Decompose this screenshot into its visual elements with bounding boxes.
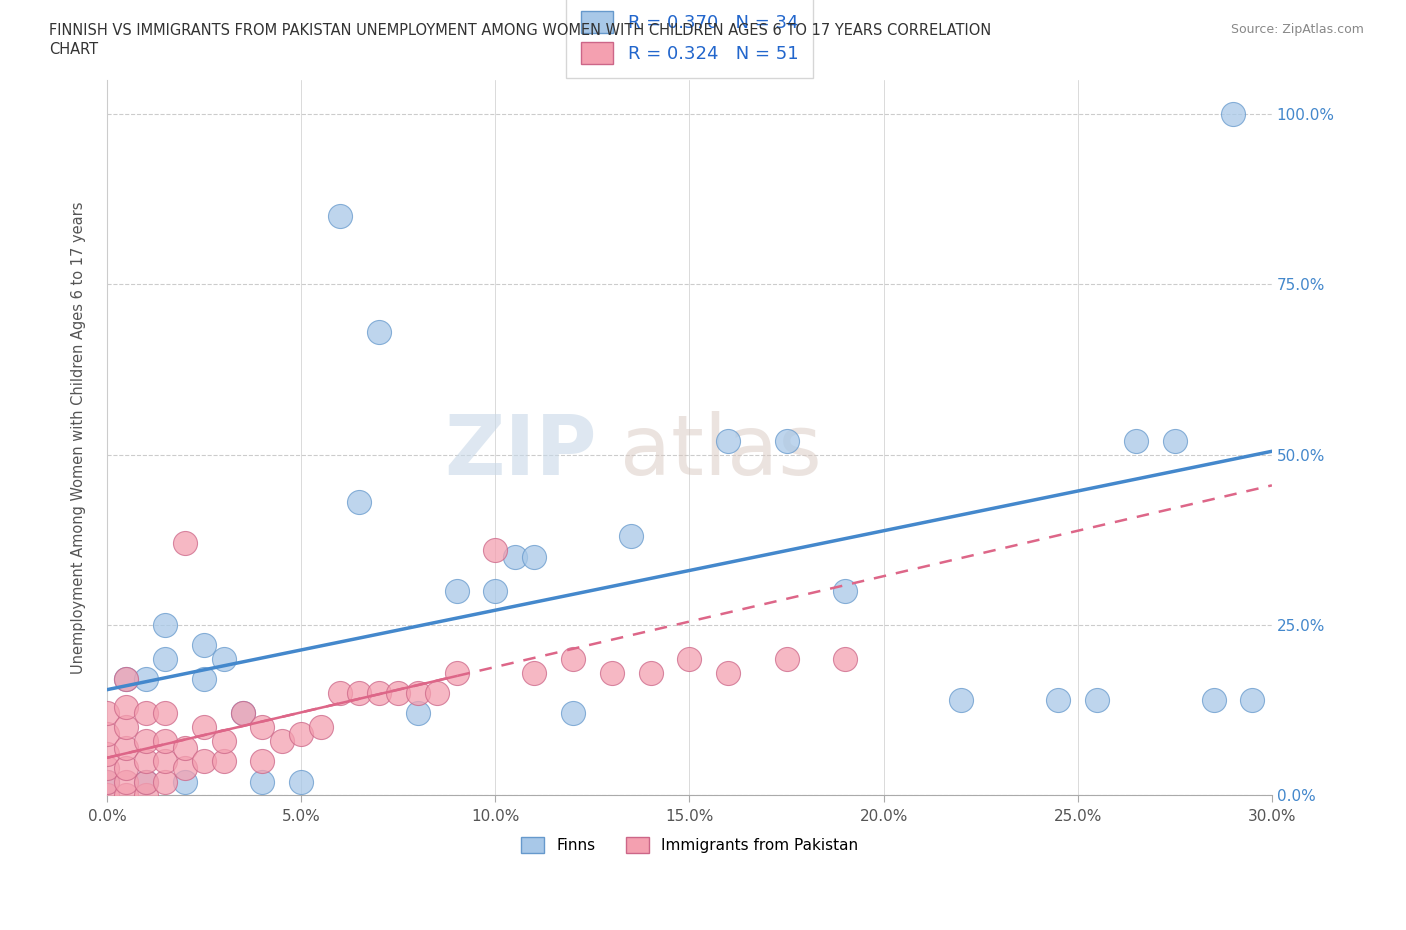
Point [115, 774, 138, 789]
Point [135, 774, 157, 789]
Point [155, 774, 177, 789]
Point [562, 652, 585, 667]
Point [173, 536, 195, 551]
Point [232, 706, 254, 721]
Point [96, 747, 118, 762]
Point [1164, 433, 1187, 448]
Point [406, 685, 429, 700]
Point [173, 761, 195, 776]
Point [252, 753, 274, 768]
Point [775, 652, 797, 667]
Point [155, 618, 177, 632]
Point [1125, 433, 1147, 448]
Point [290, 726, 312, 741]
Point [115, 720, 138, 735]
Text: FINNISH VS IMMIGRANTS FROM PAKISTAN UNEMPLOYMENT AMONG WOMEN WITH CHILDREN AGES : FINNISH VS IMMIGRANTS FROM PAKISTAN UNEM… [49, 23, 991, 38]
Point [309, 720, 332, 735]
Point [349, 495, 371, 510]
Point [135, 753, 157, 768]
Point [115, 699, 138, 714]
Point [135, 788, 157, 803]
Y-axis label: Unemployment Among Women with Children Ages 6 to 17 years: Unemployment Among Women with Children A… [72, 202, 86, 674]
Point [270, 733, 292, 748]
Point [135, 733, 157, 748]
Point [96, 774, 118, 789]
Point [446, 665, 468, 680]
Text: ZIP: ZIP [444, 411, 596, 493]
Point [193, 638, 215, 653]
Point [717, 433, 740, 448]
Point [1047, 693, 1070, 708]
Point [349, 685, 371, 700]
Point [834, 583, 856, 598]
Point [620, 529, 643, 544]
Point [115, 761, 138, 776]
Point [193, 753, 215, 768]
Point [193, 672, 215, 687]
Point [155, 706, 177, 721]
Point [1241, 693, 1264, 708]
Point [155, 733, 177, 748]
Point [387, 685, 409, 700]
Point [562, 706, 585, 721]
Point [115, 788, 138, 803]
Point [775, 433, 797, 448]
Point [115, 740, 138, 755]
Point [600, 665, 623, 680]
Point [252, 774, 274, 789]
Point [135, 706, 157, 721]
Point [329, 209, 352, 224]
Point [212, 733, 235, 748]
Point [367, 685, 389, 700]
Point [950, 693, 973, 708]
Point [1202, 693, 1225, 708]
Point [290, 774, 312, 789]
Point [173, 774, 195, 789]
Text: atlas: atlas [620, 411, 821, 493]
Point [96, 726, 118, 741]
Point [212, 652, 235, 667]
Point [155, 652, 177, 667]
Point [426, 685, 449, 700]
Point [717, 665, 740, 680]
Point [523, 550, 546, 565]
Point [446, 583, 468, 598]
Text: CHART: CHART [49, 42, 98, 57]
Point [834, 652, 856, 667]
Point [173, 740, 195, 755]
Point [155, 753, 177, 768]
Point [252, 720, 274, 735]
Point [135, 672, 157, 687]
Point [96, 706, 118, 721]
Point [135, 774, 157, 789]
Point [1222, 107, 1244, 122]
Point [523, 665, 546, 680]
Point [640, 665, 662, 680]
Point [232, 706, 254, 721]
Text: Source: ZipAtlas.com: Source: ZipAtlas.com [1230, 23, 1364, 36]
Point [212, 753, 235, 768]
Point [115, 672, 138, 687]
Point [329, 685, 352, 700]
Point [96, 761, 118, 776]
Point [503, 550, 526, 565]
Point [367, 325, 389, 339]
Point [484, 583, 506, 598]
Point [1085, 693, 1108, 708]
Point [678, 652, 700, 667]
Point [193, 720, 215, 735]
Point [96, 774, 118, 789]
Point [115, 672, 138, 687]
Point [96, 788, 118, 803]
Legend: Finns, Immigrants from Pakistan: Finns, Immigrants from Pakistan [515, 830, 865, 859]
Point [406, 706, 429, 721]
Point [484, 542, 506, 557]
